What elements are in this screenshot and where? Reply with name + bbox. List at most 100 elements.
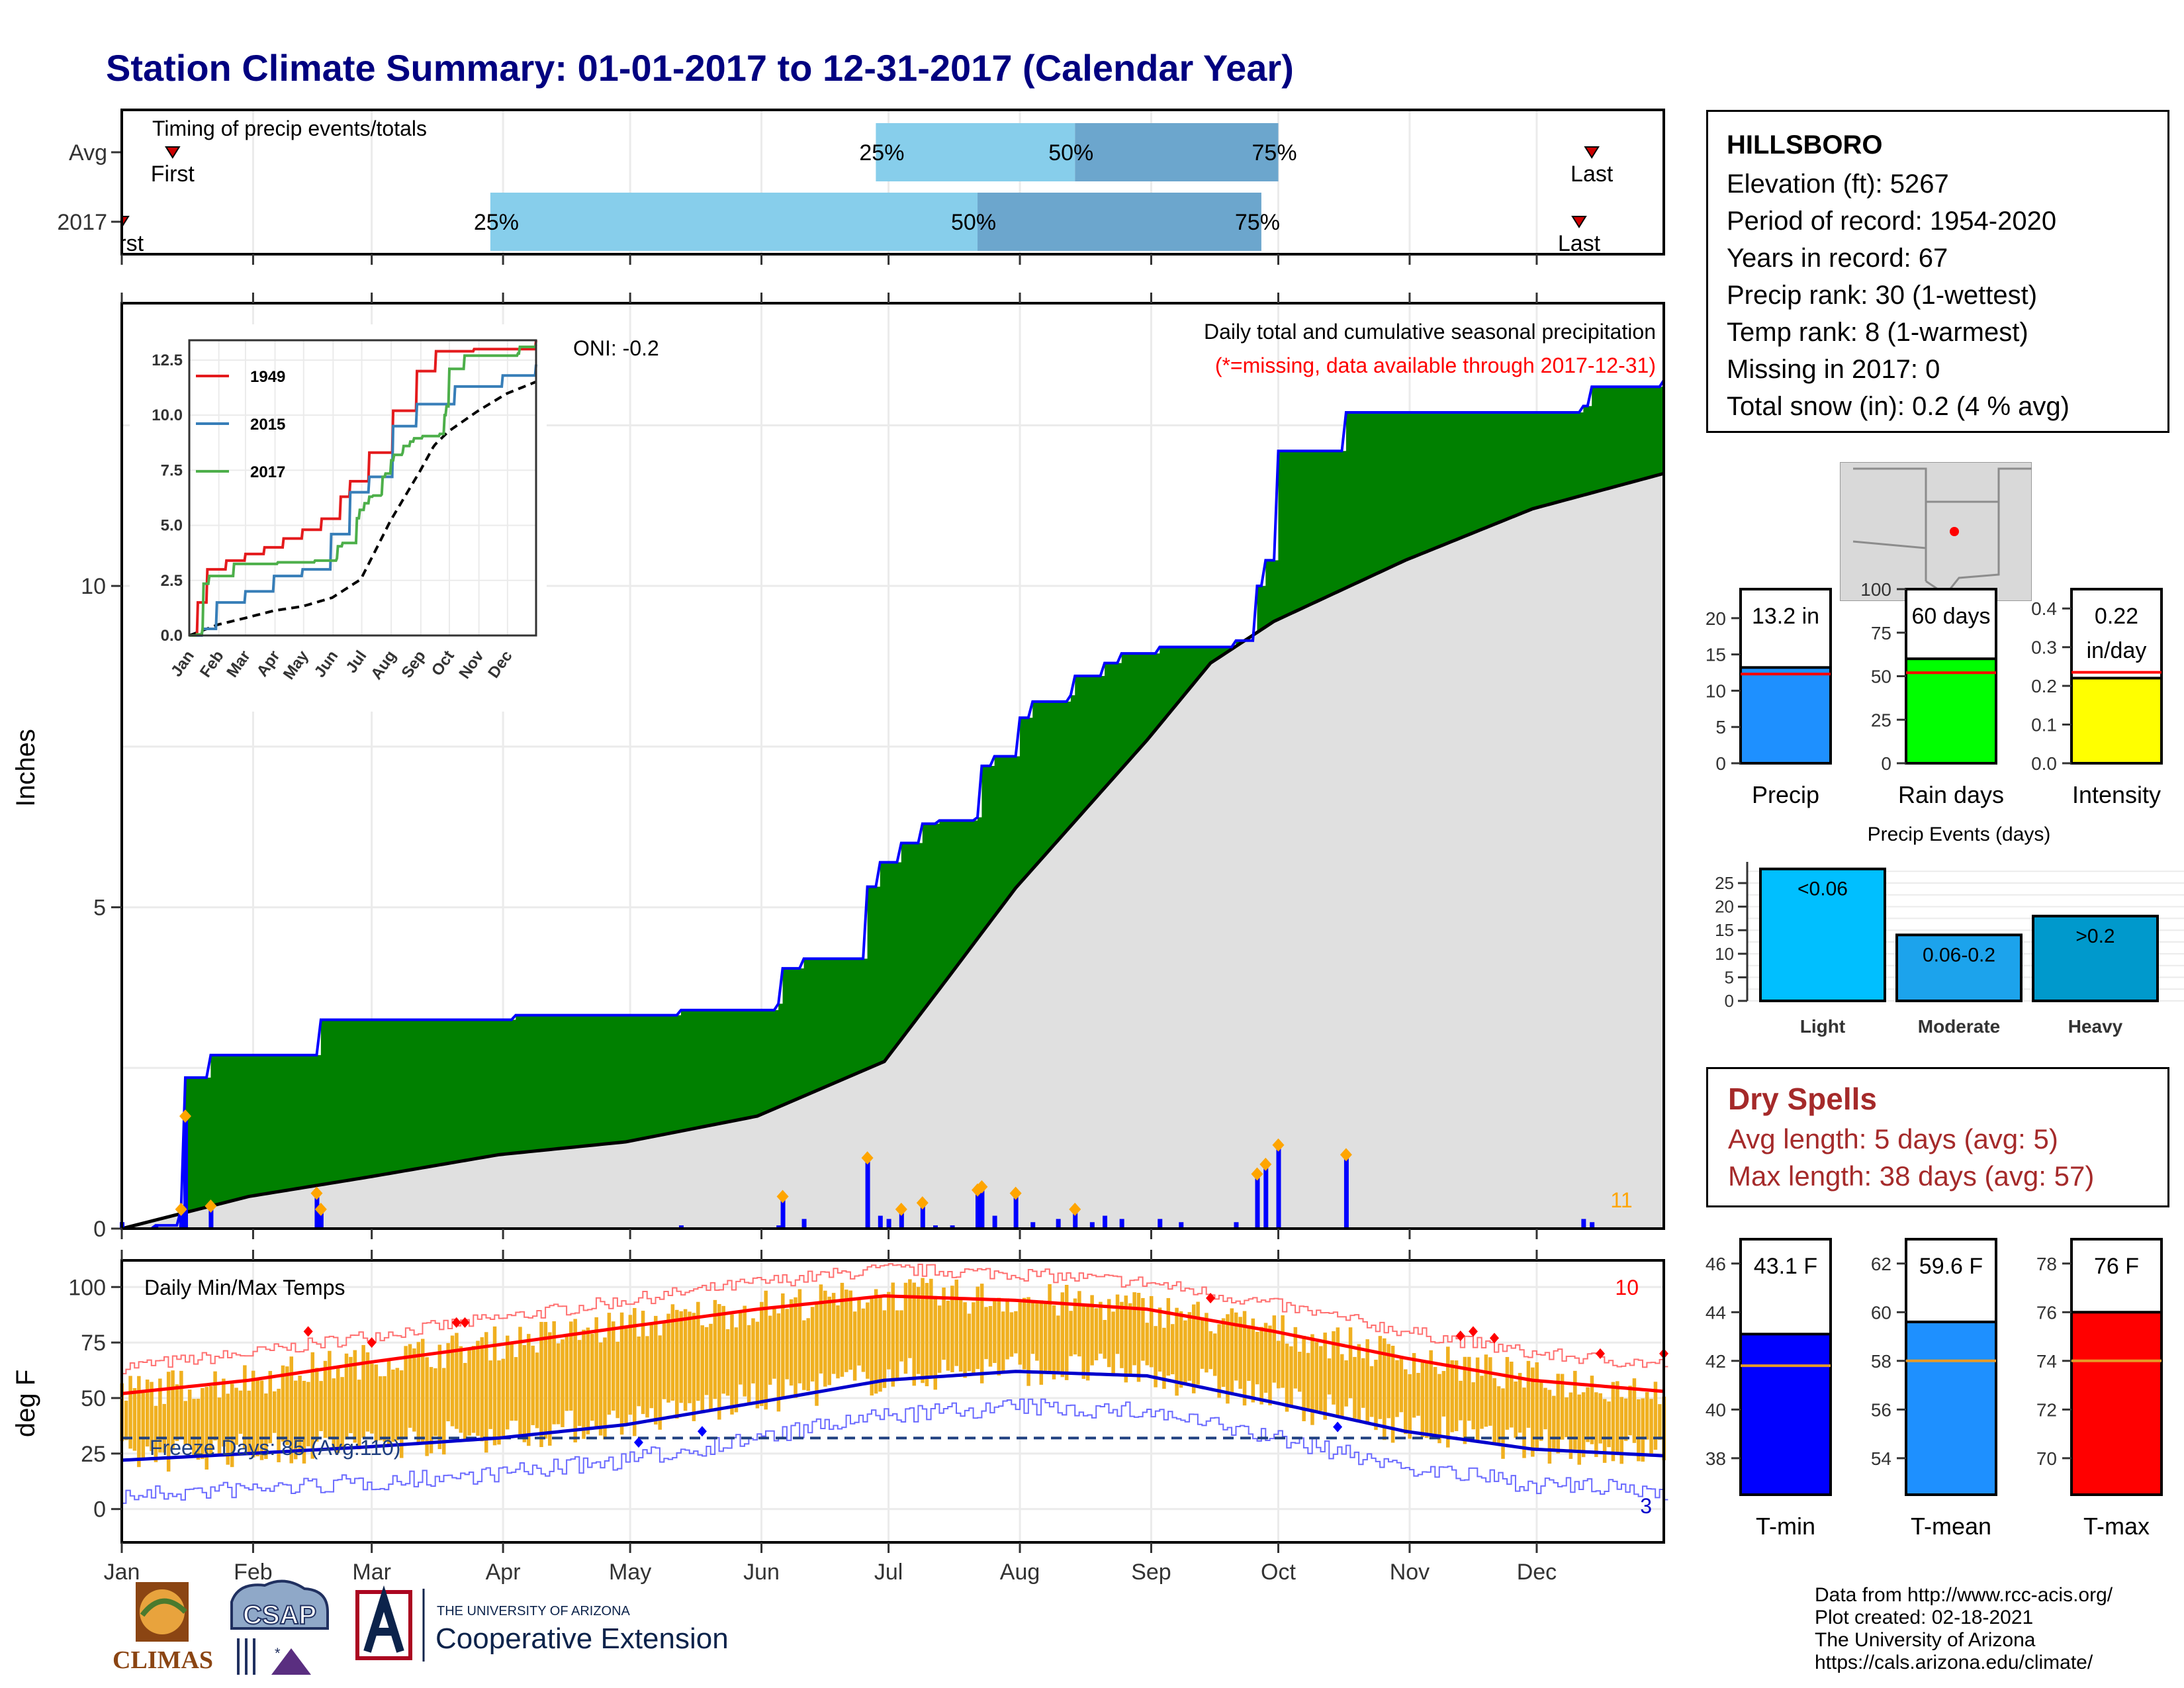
gauge-value-bar bbox=[2070, 1311, 2163, 1497]
daily-temp-range-bar bbox=[755, 1321, 760, 1409]
page-title: Station Climate Summary: 01-01-2017 to 1… bbox=[106, 47, 1294, 89]
daily-temp-range-bar bbox=[141, 1390, 146, 1458]
inset-y-tick-label: 10.0 bbox=[152, 406, 183, 424]
precip-event-marker bbox=[1259, 1157, 1272, 1171]
daily-temp-range-bar bbox=[976, 1286, 980, 1370]
inset-y-tick-label: 12.5 bbox=[152, 352, 183, 369]
daily-temp-range-bar bbox=[205, 1387, 209, 1470]
daily-temp-range-bar bbox=[1208, 1331, 1213, 1370]
events-bar bbox=[2032, 914, 2159, 1002]
daily-temp-range-bar bbox=[1395, 1360, 1399, 1417]
daily-temp-range-bar bbox=[1531, 1367, 1535, 1457]
daily-temp-range-bar bbox=[861, 1308, 866, 1372]
daily-temp-range-bar bbox=[1187, 1312, 1192, 1381]
precip-event-marker bbox=[310, 1186, 323, 1200]
daily-temp-range-bar bbox=[1162, 1327, 1166, 1389]
daily-temp-range-bar bbox=[365, 1352, 370, 1432]
precip-frame bbox=[120, 302, 1665, 1230]
daily-temp-range-bar bbox=[607, 1313, 612, 1415]
daily-temp-range-bar bbox=[1314, 1342, 1319, 1411]
daily-temp-range-bar bbox=[899, 1310, 903, 1362]
gauge-tick-label: 0.3 bbox=[2031, 637, 2057, 658]
daily-temp-range-bar bbox=[1611, 1382, 1615, 1462]
daily-temp-range-bar bbox=[251, 1370, 255, 1458]
daily-temp-range-bar bbox=[1501, 1388, 1505, 1459]
daily-temp-range-bar bbox=[903, 1282, 908, 1374]
daily-precip-bar bbox=[899, 1209, 904, 1229]
daily-temp-range-bar bbox=[789, 1299, 794, 1386]
daily-temp-range-bar bbox=[963, 1302, 967, 1378]
gauge-tick-label: 72 bbox=[2036, 1399, 2057, 1420]
month-label: Feb bbox=[234, 1560, 273, 1585]
record-high-marker bbox=[367, 1337, 377, 1348]
month-label: Aug bbox=[1000, 1560, 1040, 1585]
timing-clip bbox=[0, 110, 120, 254]
daily-temp-range-bar bbox=[1085, 1303, 1090, 1381]
inset-series-2015 bbox=[189, 364, 537, 637]
climas-logo: CLIMAS bbox=[113, 1582, 213, 1674]
gauge-tick-label: 0 bbox=[1881, 753, 1891, 774]
events-bar bbox=[1895, 933, 2023, 1003]
gauge-tick-label: 75 bbox=[1871, 623, 1891, 643]
daily-temp-range-bar bbox=[226, 1393, 230, 1465]
daily-temp-range-bar bbox=[1471, 1382, 1475, 1430]
daily-temp-range-bar bbox=[374, 1364, 379, 1442]
daily-temp-range-bar bbox=[852, 1311, 857, 1381]
inset-series-2017 bbox=[189, 344, 537, 637]
record-low-marker bbox=[1333, 1421, 1343, 1432]
daily-temp-range-bar bbox=[416, 1342, 421, 1444]
daily-temp-range-bar bbox=[145, 1380, 150, 1447]
daily-temp-range-bar bbox=[1200, 1317, 1205, 1369]
inset-frame bbox=[188, 339, 537, 637]
daily-precip-bar bbox=[920, 1203, 925, 1229]
daily-temp-range-bar bbox=[887, 1291, 891, 1370]
daily-temp-range-bar bbox=[785, 1309, 789, 1380]
daily-precip-bar bbox=[865, 1158, 870, 1229]
daily-temp-range-bar bbox=[425, 1357, 429, 1456]
daily-temp-range-bar bbox=[1120, 1301, 1124, 1368]
record-high-marker bbox=[460, 1317, 470, 1328]
daily-temp-range-bar bbox=[1526, 1360, 1531, 1428]
daily-temp-range-bar bbox=[497, 1360, 501, 1445]
daily-temp-range-bar bbox=[548, 1332, 552, 1446]
daily-temp-range-bar bbox=[302, 1380, 306, 1464]
daily-temp-range-bar bbox=[781, 1293, 785, 1397]
daily-temp-range-bar bbox=[1433, 1367, 1437, 1436]
climas-logo-text: CLIMAS bbox=[113, 1646, 213, 1674]
events-y-tick-label: 0 bbox=[1725, 991, 1734, 1011]
daily-temp-range-bar bbox=[768, 1315, 772, 1385]
daily-temp-range-bar bbox=[882, 1310, 887, 1388]
gauge-tick-label: 15 bbox=[1706, 645, 1726, 665]
daily-temp-range-bar bbox=[471, 1346, 476, 1433]
daily-temp-range-bar bbox=[285, 1366, 289, 1445]
daily-temp-range-bar bbox=[1310, 1334, 1314, 1425]
daily-temp-range-bar bbox=[187, 1389, 192, 1446]
daily-temp-range-bar bbox=[1658, 1404, 1662, 1440]
daily-temp-range-bar bbox=[1005, 1298, 1009, 1360]
daily-temp-range-bar bbox=[1637, 1399, 1641, 1462]
daily-temp-range-bar bbox=[213, 1371, 217, 1440]
record-high-marker bbox=[1206, 1293, 1216, 1304]
record-high-marker bbox=[1455, 1331, 1465, 1342]
daily-temp-range-bar bbox=[340, 1377, 344, 1448]
daily-precip-bar bbox=[179, 1209, 184, 1229]
record-min-line bbox=[122, 1398, 1668, 1504]
daily-temp-range-bar bbox=[1221, 1318, 1226, 1387]
daily-temp-range-bar bbox=[933, 1295, 938, 1390]
daily-temp-range-bar bbox=[441, 1368, 446, 1455]
daily-temp-range-bar bbox=[1539, 1380, 1543, 1441]
precip-events-chart: Precip Events (days) 0 5 10 15 20 25 <0.06 Light… bbox=[1715, 823, 2184, 1037]
average-precip-area bbox=[122, 473, 1664, 1229]
daily-temp-range-bar bbox=[1263, 1323, 1268, 1393]
gauge-tick-label: 56 bbox=[1871, 1399, 1891, 1420]
timing-p50-label: 50% bbox=[1048, 140, 1093, 165]
daily-temp-range-bar bbox=[1429, 1350, 1433, 1440]
daily-temp-range-bar bbox=[552, 1321, 556, 1425]
daily-temp-range-bar bbox=[1158, 1307, 1162, 1372]
daily-temp-range-bar bbox=[649, 1323, 654, 1409]
daily-temp-range-bar bbox=[776, 1313, 781, 1412]
daily-temp-range-bar bbox=[569, 1321, 573, 1411]
temp-y-tick-label: 100 bbox=[68, 1275, 106, 1300]
ua-logo: THE UNIVERSITY OF ARIZONA Cooperative Ex… bbox=[355, 1585, 729, 1662]
events-bar-label: Light bbox=[1800, 1016, 1845, 1037]
